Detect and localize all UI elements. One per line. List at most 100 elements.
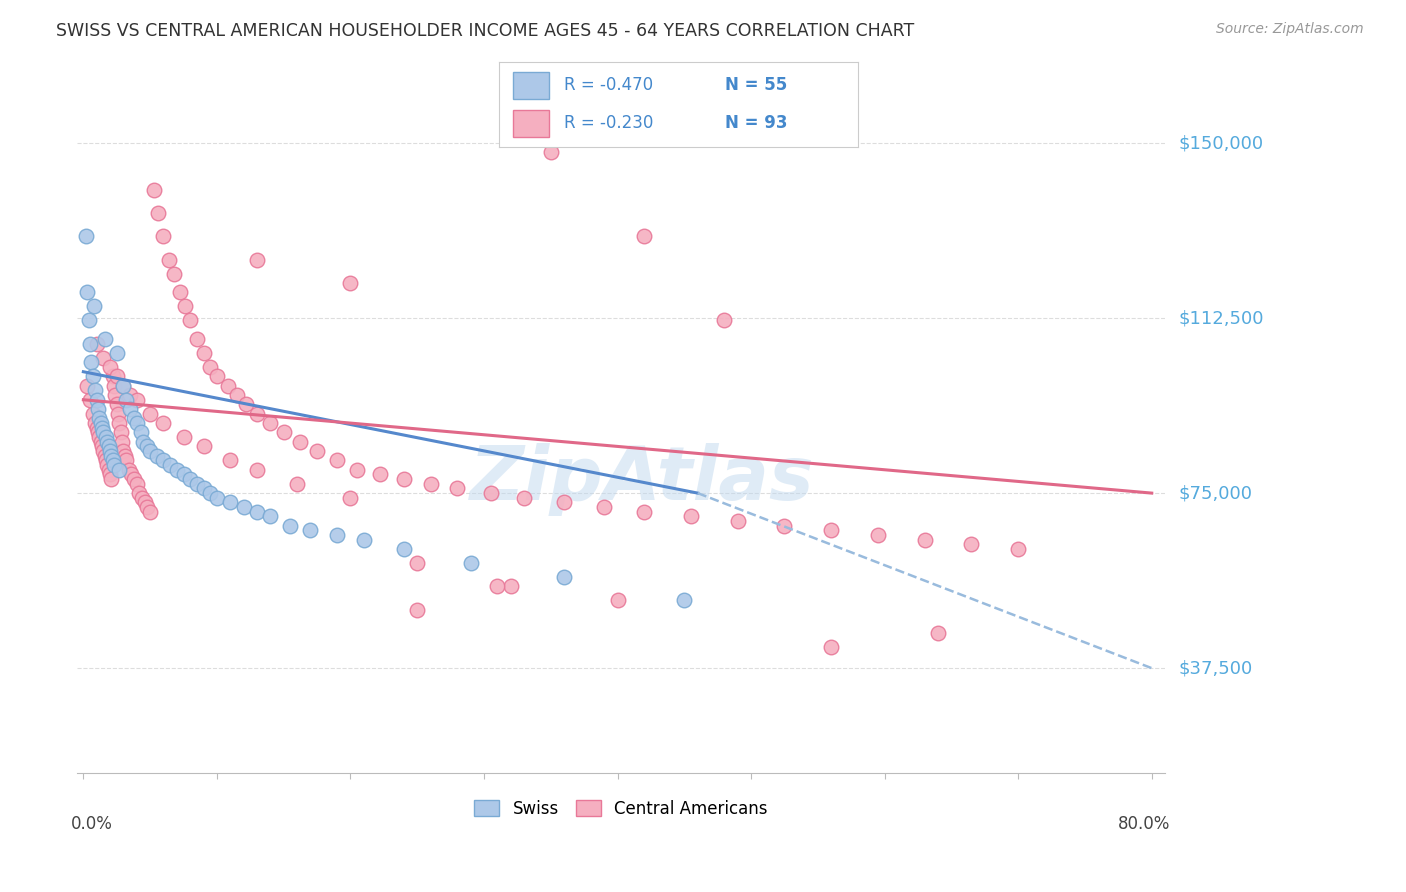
- Point: [193, 439, 215, 453]
- Point: [406, 556, 429, 570]
- Point: [960, 537, 983, 551]
- Point: [84, 384, 107, 398]
- Point: [91, 421, 114, 435]
- Point: [86, 421, 108, 435]
- Point: [727, 514, 749, 528]
- FancyBboxPatch shape: [513, 71, 550, 99]
- Point: [87, 425, 110, 440]
- Point: [103, 458, 125, 472]
- Point: [101, 369, 124, 384]
- Text: $75,000: $75,000: [1180, 484, 1253, 502]
- Point: [219, 453, 242, 467]
- Point: [93, 332, 115, 346]
- Point: [200, 360, 222, 375]
- Point: [1007, 542, 1029, 557]
- Point: [152, 453, 174, 467]
- Text: $112,500: $112,500: [1180, 309, 1264, 327]
- Point: [713, 313, 735, 327]
- Point: [136, 500, 159, 515]
- Text: 0.0%: 0.0%: [72, 815, 112, 833]
- Point: [115, 453, 138, 467]
- Point: [111, 434, 134, 449]
- Point: [86, 336, 108, 351]
- Point: [103, 378, 125, 392]
- Point: [419, 476, 441, 491]
- Point: [633, 229, 655, 244]
- Point: [679, 509, 702, 524]
- Point: [200, 486, 222, 500]
- Point: [173, 430, 195, 444]
- Point: [173, 467, 195, 482]
- Point: [280, 518, 302, 533]
- Point: [179, 472, 201, 486]
- Point: [131, 491, 153, 505]
- Point: [90, 434, 112, 449]
- Text: R = -0.470: R = -0.470: [564, 77, 652, 95]
- Point: [392, 472, 415, 486]
- Point: [112, 378, 135, 392]
- Point: [110, 425, 132, 440]
- Point: [246, 407, 269, 421]
- Point: [479, 486, 502, 500]
- Point: [79, 392, 101, 407]
- Point: [128, 486, 150, 500]
- Point: [143, 183, 166, 197]
- Point: [120, 388, 142, 402]
- Point: [346, 463, 368, 477]
- Point: [94, 453, 117, 467]
- Point: [326, 453, 349, 467]
- Text: N = 93: N = 93: [725, 114, 787, 132]
- Point: [80, 355, 103, 369]
- Point: [82, 369, 104, 384]
- Point: [540, 145, 562, 160]
- Point: [186, 476, 208, 491]
- Point: [139, 407, 162, 421]
- Point: [205, 491, 228, 505]
- Point: [169, 285, 191, 300]
- Point: [157, 252, 180, 267]
- Point: [186, 332, 208, 346]
- Point: [96, 458, 118, 472]
- Point: [118, 463, 141, 477]
- Point: [513, 491, 536, 505]
- Text: $37,500: $37,500: [1180, 659, 1253, 677]
- Point: [100, 472, 122, 486]
- Point: [326, 528, 349, 542]
- Point: [136, 439, 159, 453]
- Point: [76, 285, 98, 300]
- Point: [91, 439, 114, 453]
- Point: [105, 397, 128, 411]
- Text: R = -0.230: R = -0.230: [564, 114, 652, 132]
- Point: [285, 476, 308, 491]
- Text: ZipAtlas: ZipAtlas: [471, 442, 815, 516]
- Point: [97, 439, 120, 453]
- Point: [593, 500, 616, 515]
- Point: [79, 336, 101, 351]
- Point: [134, 495, 156, 509]
- Point: [866, 528, 889, 542]
- Point: [98, 467, 121, 482]
- Point: [273, 425, 295, 440]
- Point: [232, 500, 254, 515]
- Point: [633, 505, 655, 519]
- Point: [96, 434, 118, 449]
- Point: [166, 463, 188, 477]
- Point: [93, 449, 115, 463]
- Point: [146, 449, 169, 463]
- Point: [105, 346, 128, 360]
- Point: [246, 463, 269, 477]
- Point: [173, 299, 195, 313]
- Point: [107, 407, 129, 421]
- FancyBboxPatch shape: [513, 110, 550, 137]
- Point: [226, 388, 249, 402]
- Point: [112, 444, 135, 458]
- Point: [368, 467, 391, 482]
- Point: [259, 416, 281, 430]
- Point: [246, 505, 269, 519]
- Point: [139, 444, 162, 458]
- Point: [87, 402, 110, 417]
- Point: [152, 416, 174, 430]
- Point: [159, 458, 181, 472]
- Point: [259, 509, 281, 524]
- Point: [193, 346, 215, 360]
